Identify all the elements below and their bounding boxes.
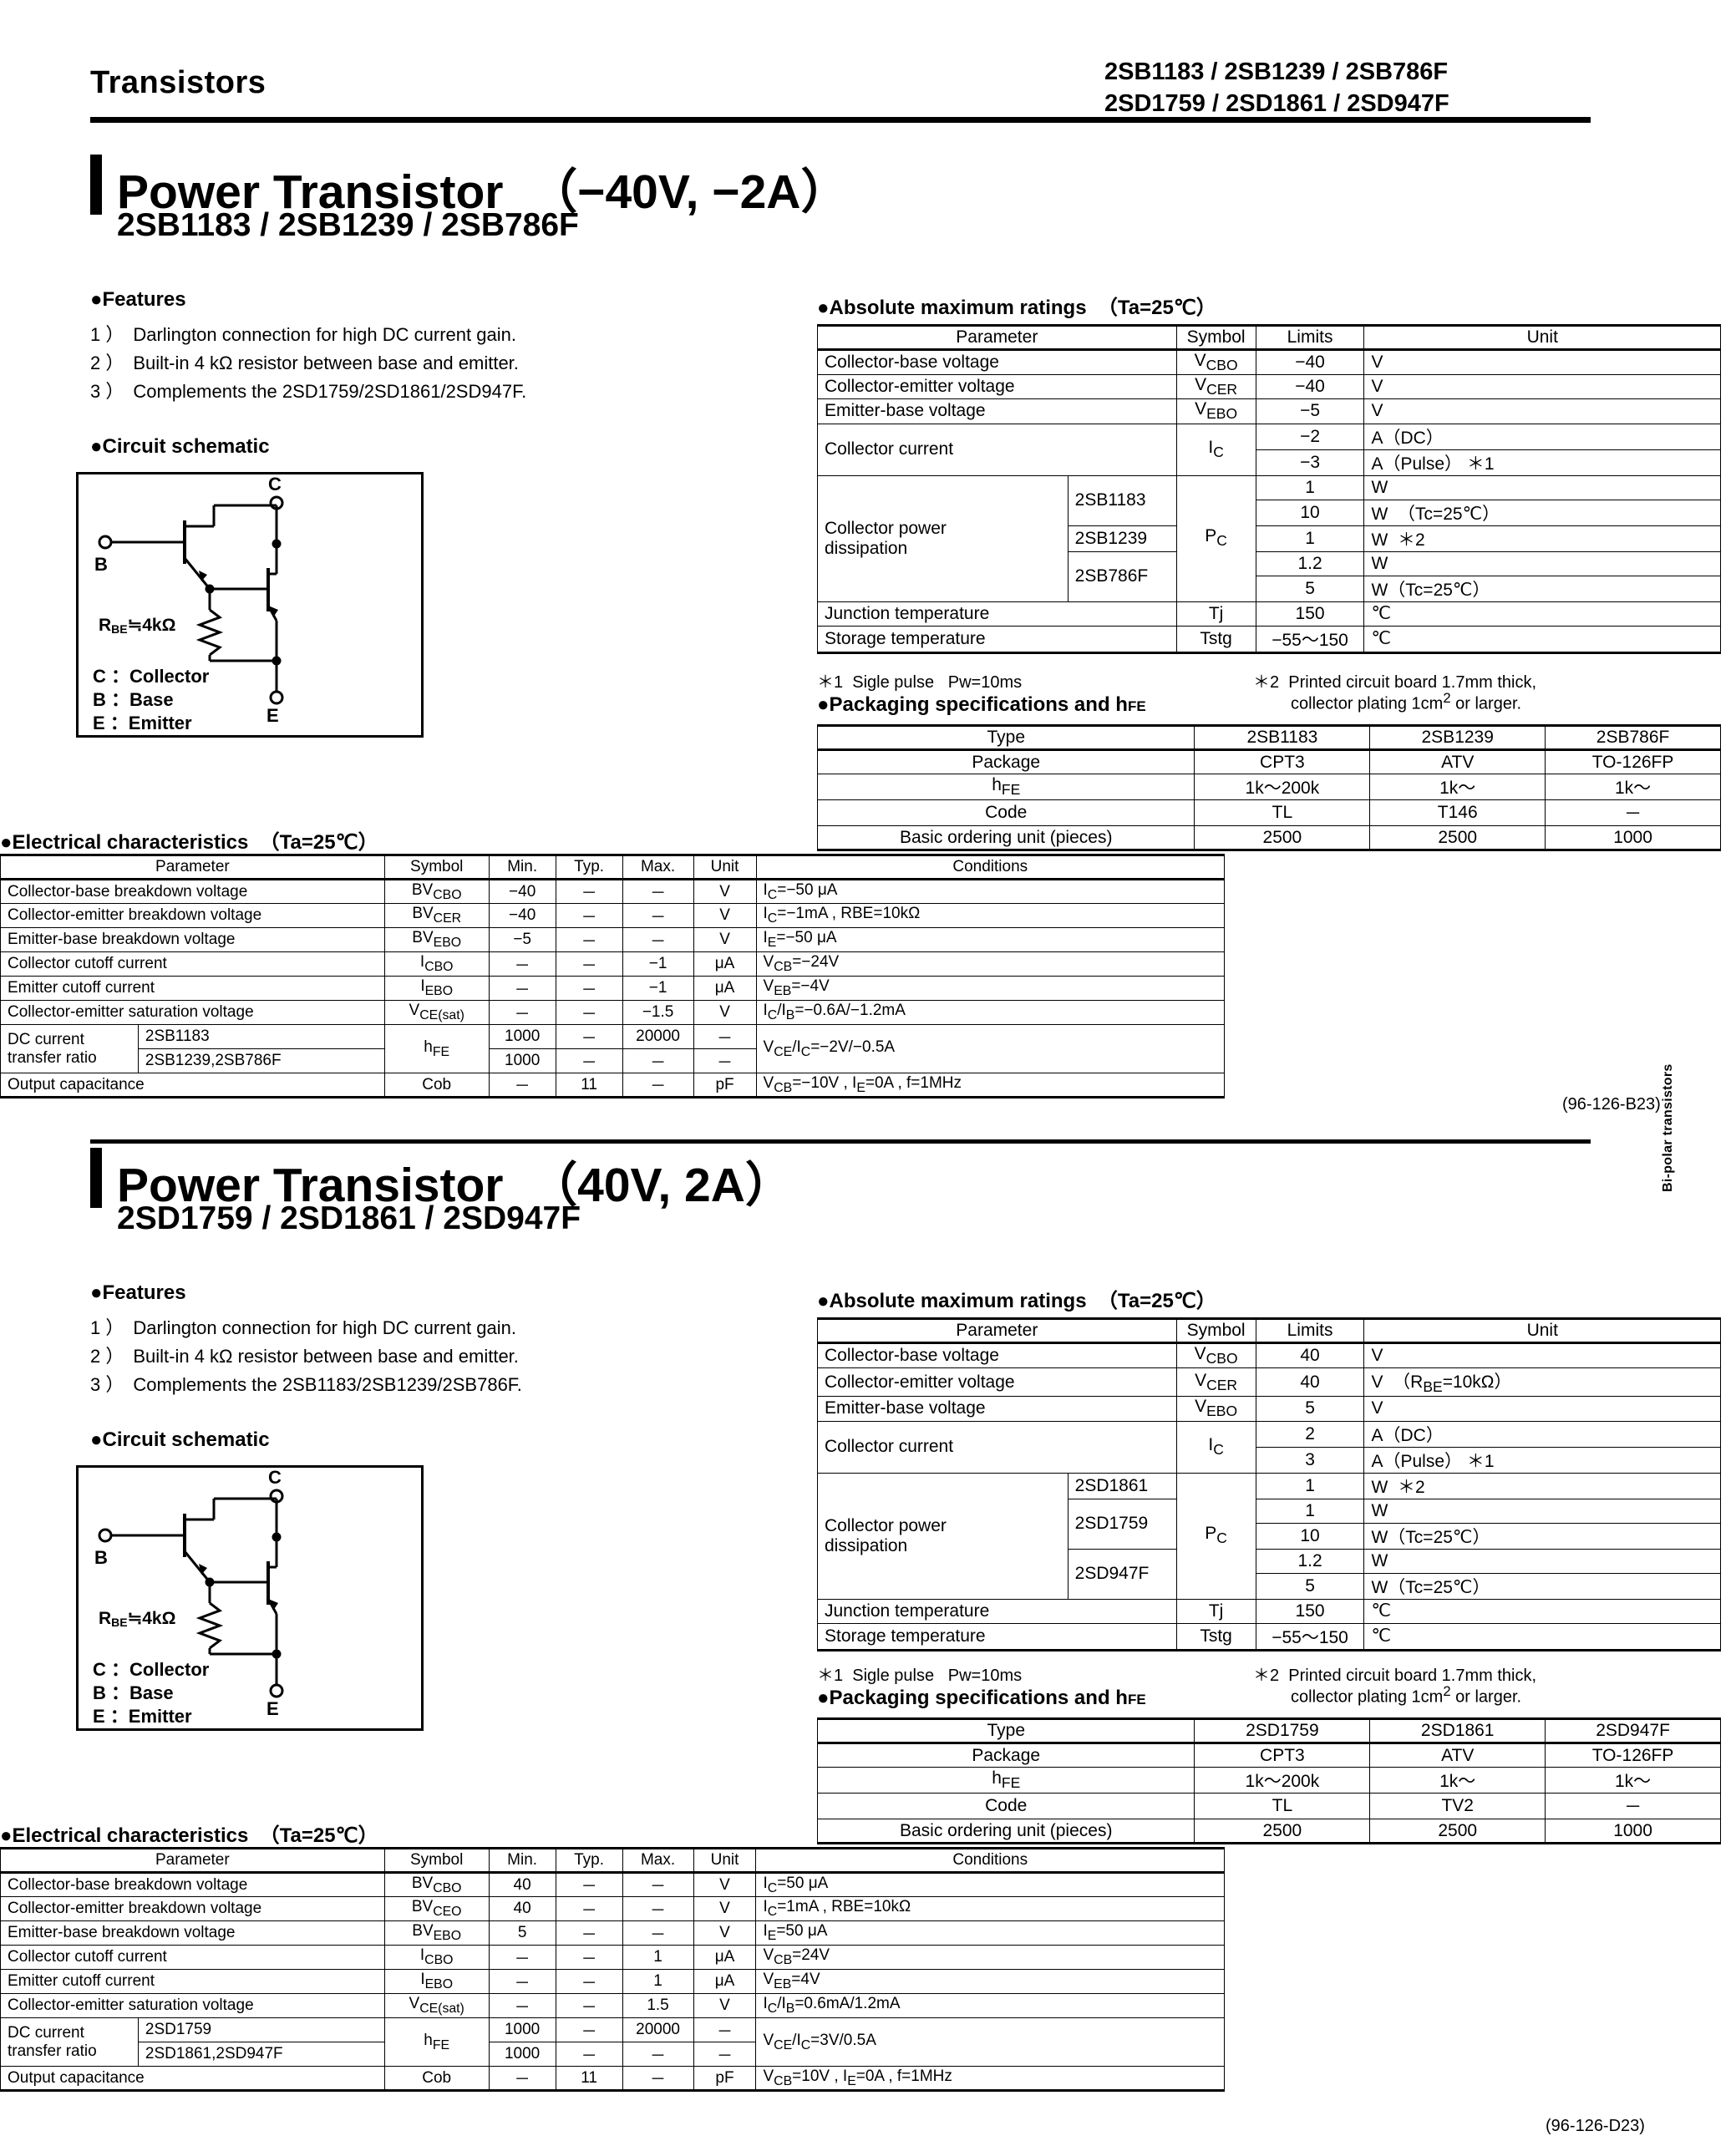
- svg-text:C ：Collector: C ：Collector: [93, 1659, 210, 1680]
- svg-text:C: C: [268, 1467, 282, 1488]
- svg-text:E: E: [266, 705, 279, 726]
- svg-text:B ：Base: B ：Base: [93, 1682, 174, 1703]
- svg-text:B: B: [94, 1547, 108, 1568]
- svg-text:C ：Collector: C ：Collector: [93, 666, 210, 687]
- svg-text:B: B: [94, 554, 108, 575]
- svg-text:E ：Emitter: E ：Emitter: [93, 1706, 192, 1727]
- svg-text:B ：Base: B ：Base: [93, 689, 174, 710]
- svg-text:RBE≒4kΩ: RBE≒4kΩ: [99, 616, 175, 636]
- svg-text:RBE≒4kΩ: RBE≒4kΩ: [99, 1609, 175, 1629]
- svg-text:E ：Emitter: E ：Emitter: [93, 713, 192, 733]
- svg-text:C: C: [268, 474, 282, 495]
- svg-text:E: E: [266, 1698, 279, 1719]
